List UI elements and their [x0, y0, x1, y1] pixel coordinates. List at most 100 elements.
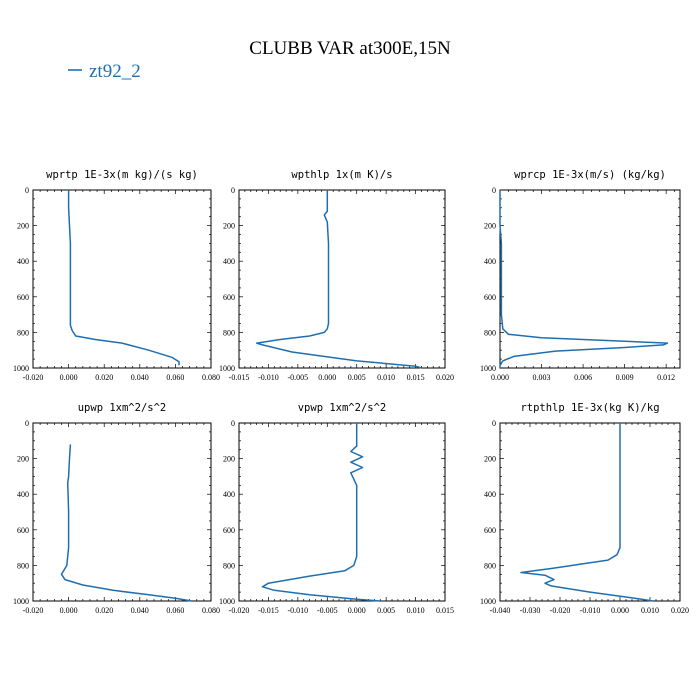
x-tick-label: 0.005	[348, 373, 366, 382]
x-tick-label: -0.030	[520, 606, 541, 615]
chart-panel-6: rtpthlp 1E-3x(kg K)/kg -0.040 -0.030 -0.020…	[480, 402, 689, 615]
panel-title: wprtp 1E-3x(m kg)/(s kg)	[46, 169, 198, 181]
y-tick-label: 400	[17, 257, 29, 266]
x-tick-label: 0.040	[131, 373, 149, 382]
x-tick-label: -0.020	[23, 373, 44, 382]
series-line	[520, 423, 654, 602]
x-tick-label: -0.005	[288, 373, 309, 382]
y-tick-label: 200	[484, 455, 496, 464]
x-tick-label: -0.040	[490, 606, 511, 615]
y-tick-label: 800	[223, 561, 235, 570]
panel-title: rtpthlp 1E-3x(kg K)/kg	[520, 402, 659, 414]
y-tick-label: 1000	[13, 597, 29, 606]
series-line	[255, 190, 422, 369]
x-tick-label: 0.009	[616, 373, 634, 382]
y-tick-label: 0	[492, 186, 496, 195]
y-tick-label: 800	[484, 561, 496, 570]
chart-panel-3: wprcp 1E-3x(m/s) (kg/kg) 0.000 0.003 0.006 0…	[480, 169, 681, 382]
x-tick-label: 0.020	[95, 606, 113, 615]
x-tick-label: 0.000	[60, 606, 78, 615]
y-tick-label: 1000	[480, 364, 496, 373]
y-tick-label: 0	[231, 186, 235, 195]
y-tick-label: 800	[223, 328, 235, 337]
plot-frame	[32, 189, 212, 369]
y-tick-label: 200	[223, 222, 235, 231]
x-tick-label: 0.080	[202, 606, 220, 615]
x-tick-label: 0.005	[377, 606, 395, 615]
plot-frame	[499, 422, 681, 602]
plot-frame	[32, 422, 212, 602]
x-tick-label: 0.010	[641, 606, 659, 615]
y-tick-label: 200	[223, 455, 235, 464]
y-tick-label: 1000	[219, 597, 235, 606]
y-tick-label: 200	[17, 222, 29, 231]
y-tick-label: 0	[231, 419, 235, 428]
y-tick-label: 0	[25, 186, 29, 195]
x-tick-label: -0.015	[229, 373, 250, 382]
y-tick-label: 400	[223, 257, 235, 266]
x-tick-label: 0.015	[407, 373, 425, 382]
y-tick-label: 1000	[13, 364, 29, 373]
y-tick-label: 600	[223, 526, 235, 535]
x-tick-label: 0.000	[611, 606, 629, 615]
y-tick-label: 800	[17, 328, 29, 337]
y-tick-label: 0	[492, 419, 496, 428]
plot-frame	[238, 422, 446, 602]
x-tick-label: -0.015	[258, 606, 279, 615]
series-line	[261, 423, 381, 602]
x-tick-label: -0.010	[288, 606, 309, 615]
panel-title: vpwp 1xm^2/s^2	[298, 402, 387, 414]
y-tick-label: 600	[223, 293, 235, 302]
legend-label: zt92_2	[89, 61, 141, 82]
chart-panel-1: wprtp 1E-3x(m kg)/(s kg) -0.020 0.000 0.020…	[13, 169, 220, 382]
y-tick-label: 400	[484, 257, 496, 266]
x-tick-label: -0.010	[580, 606, 601, 615]
y-tick-label: 600	[17, 526, 29, 535]
panel-title: upwp 1xm^2/s^2	[78, 402, 167, 414]
y-tick-label: 400	[484, 490, 496, 499]
x-tick-label: 0.020	[436, 373, 454, 382]
series-line	[499, 190, 669, 368]
y-tick-label: 600	[17, 293, 29, 302]
y-tick-label: 200	[17, 455, 29, 464]
y-tick-label: 1000	[480, 597, 496, 606]
x-tick-label: 0.080	[202, 373, 220, 382]
chart-panel-2: wpthlp 1x(m K)/s -0.015 -0.010 -0.005 0.000 0…	[219, 169, 454, 382]
x-tick-label: 0.020	[671, 606, 689, 615]
x-tick-label: -0.005	[317, 606, 338, 615]
y-tick-label: 0	[25, 419, 29, 428]
figure-title: CLUBB VAR at300E,15N	[249, 38, 451, 59]
x-tick-label: 0.015	[436, 606, 454, 615]
panel-grid: wprtp 1E-3x(m kg)/(s kg) -0.020 0.000 0.020…	[13, 169, 689, 615]
x-tick-label: 0.010	[407, 606, 425, 615]
series-line	[67, 190, 180, 366]
chart-panel-4: upwp 1xm^2/s^2 -0.020 0.000 0.020 0.040 0.060…	[13, 402, 220, 615]
y-tick-label: 600	[484, 293, 496, 302]
y-tick-label: 1000	[219, 364, 235, 373]
x-tick-label: -0.020	[23, 606, 44, 615]
y-tick-label: 800	[484, 328, 496, 337]
y-tick-label: 400	[223, 490, 235, 499]
plot-frame	[499, 189, 681, 369]
panel-title: wpthlp 1x(m K)/s	[291, 169, 392, 181]
y-tick-label: 600	[484, 526, 496, 535]
chart-panel-5: vpwp 1xm^2/s^2 -0.020 -0.015 -0.010 -0.005 0.…	[219, 402, 454, 615]
x-tick-label: -0.020	[229, 606, 250, 615]
x-tick-label: -0.010	[258, 373, 279, 382]
x-tick-label: 0.006	[574, 373, 592, 382]
x-tick-label: 0.040	[131, 606, 149, 615]
x-tick-label: -0.020	[550, 606, 571, 615]
x-tick-label: 0.060	[166, 373, 184, 382]
y-tick-label: 400	[17, 490, 29, 499]
x-tick-label: 0.060	[166, 606, 184, 615]
series-line	[60, 444, 192, 602]
x-tick-label: 0.003	[533, 373, 551, 382]
x-tick-label: 0.012	[657, 373, 675, 382]
x-tick-label: 0.000	[60, 373, 78, 382]
y-tick-label: 800	[17, 561, 29, 570]
x-tick-label: 0.000	[318, 373, 336, 382]
y-tick-label: 200	[484, 222, 496, 231]
legend: zt92_2	[68, 61, 141, 82]
x-tick-label: 0.020	[95, 373, 113, 382]
